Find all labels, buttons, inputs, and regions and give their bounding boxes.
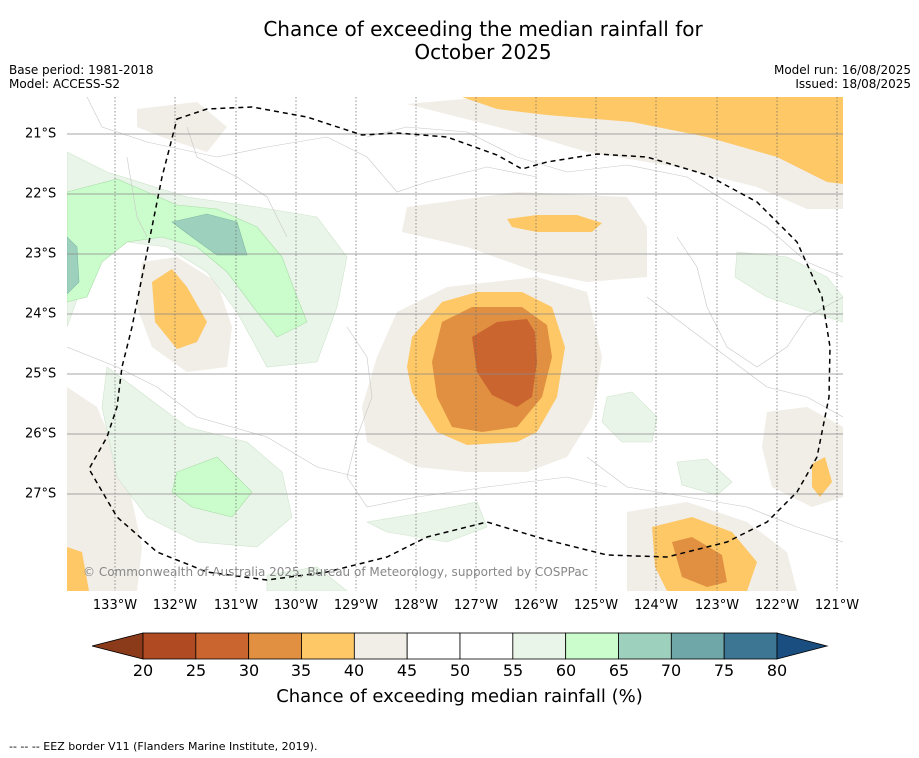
colorbar-extend-low bbox=[91, 632, 144, 660]
green-area-sw bbox=[171, 456, 253, 518]
eez-legend-note: -- -- -- EEZ border V11 (Flanders Marine… bbox=[9, 740, 318, 753]
beige-area-nw bbox=[137, 102, 227, 152]
colorbar-band bbox=[301, 632, 355, 660]
yellow-area-sw-corner bbox=[67, 547, 89, 591]
colorbar-tick: 55 bbox=[502, 661, 524, 680]
colorbar-band bbox=[195, 632, 250, 660]
colorbar-tick: 75 bbox=[713, 661, 735, 680]
lat-label: 27°S bbox=[25, 486, 57, 502]
yellow-area-west bbox=[152, 269, 207, 349]
colorbar-tick: 40 bbox=[343, 661, 365, 680]
yellow-area-east bbox=[812, 457, 832, 497]
lat-label: 21°S bbox=[25, 126, 57, 142]
light-green-area-se bbox=[676, 458, 733, 496]
lon-label: 130°W bbox=[273, 598, 319, 613]
colorbar-band bbox=[512, 632, 567, 660]
lon-label: 125°W bbox=[573, 598, 619, 613]
title-line-2: October 2025 bbox=[414, 40, 552, 64]
colorbar-tick: 60 bbox=[555, 661, 577, 680]
lat-label: 24°S bbox=[25, 306, 57, 322]
orange-area-se bbox=[672, 537, 727, 587]
lon-label: 121°W bbox=[814, 598, 860, 613]
dark-orange-area-center bbox=[472, 319, 537, 407]
colorbar-tick: 80 bbox=[766, 661, 788, 680]
model-run: Model run: 16/08/2025 bbox=[773, 63, 911, 77]
lon-label: 124°W bbox=[633, 598, 679, 613]
colorbar-tick: 35 bbox=[290, 661, 312, 680]
colorbar-band bbox=[406, 632, 461, 660]
beige-area-sw bbox=[67, 387, 142, 591]
rainfall-map bbox=[67, 97, 843, 591]
light-green-area-south bbox=[366, 501, 488, 543]
colorbar-tick: 30 bbox=[238, 661, 260, 680]
colorbar-extend-high bbox=[776, 632, 829, 660]
lon-label: 122°W bbox=[754, 598, 800, 613]
colorbar-tick: 25 bbox=[185, 661, 207, 680]
colorbar-band bbox=[670, 632, 725, 660]
issued-date: Issued: 18/08/2025 bbox=[795, 77, 911, 91]
yellow-area-upper bbox=[507, 215, 602, 232]
green-area-west bbox=[67, 178, 308, 338]
colorbar-tick: 70 bbox=[660, 661, 682, 680]
colorbar-tick: 45 bbox=[396, 661, 418, 680]
lon-label: 128°W bbox=[393, 598, 439, 613]
copyright-notice: © Commonwealth of Australia 2025, Bureau… bbox=[83, 565, 589, 579]
contour-lines bbox=[67, 97, 843, 543]
light-green-area-sw bbox=[101, 366, 293, 548]
map-title: Chance of exceeding the median rainfall … bbox=[0, 18, 919, 64]
dark-orange-areas bbox=[472, 319, 537, 407]
colorbar-band bbox=[248, 632, 302, 660]
lat-label: 25°S bbox=[25, 366, 57, 382]
colorbar bbox=[91, 632, 829, 660]
teal-area-north bbox=[171, 213, 248, 256]
teal-areas bbox=[67, 213, 248, 295]
lon-label: 123°W bbox=[694, 598, 740, 613]
eez-border bbox=[88, 106, 831, 581]
lon-label: 131°W bbox=[213, 598, 259, 613]
light-green-area-bottom bbox=[266, 566, 348, 591]
colorbar-label: Chance of exceeding median rainfall (%) bbox=[276, 686, 643, 707]
colorbar-band bbox=[459, 632, 514, 660]
left-metadata: Base period: 1981-2018 Model: ACCESS-S2 bbox=[9, 63, 154, 91]
green-areas bbox=[67, 178, 308, 518]
beige-area-upper-center bbox=[402, 192, 647, 282]
colorbar-tick: 50 bbox=[449, 661, 471, 680]
lat-label: 26°S bbox=[25, 426, 57, 442]
right-metadata: Model run: 16/08/2025 Issued: 18/08/2025 bbox=[774, 63, 911, 91]
colorbar-band bbox=[142, 632, 197, 660]
colorbar-band bbox=[723, 632, 778, 660]
teal-area-west-edge bbox=[67, 236, 80, 295]
colorbar-band bbox=[618, 632, 672, 660]
colorbar-band bbox=[353, 632, 408, 660]
lon-label: 133°W bbox=[92, 598, 138, 613]
lat-label: 22°S bbox=[25, 186, 57, 202]
lon-label: 126°W bbox=[513, 598, 559, 613]
yellow-area-north bbox=[462, 97, 843, 184]
colorbar-tick: 20 bbox=[132, 661, 154, 680]
base-period: Base period: 1981-2018 bbox=[9, 63, 154, 77]
colorbar-tick: 65 bbox=[608, 661, 630, 680]
light-green-area-east bbox=[734, 251, 843, 323]
lon-label: 129°W bbox=[333, 598, 379, 613]
latitude-lines bbox=[67, 133, 843, 495]
lon-label: 127°W bbox=[453, 598, 499, 613]
title-line-1: Chance of exceeding the median rainfall … bbox=[263, 17, 703, 41]
light-green-area-center-east bbox=[601, 391, 658, 443]
colorbar-band bbox=[565, 632, 619, 660]
lon-label: 132°W bbox=[152, 598, 198, 613]
model-name: Model: ACCESS-S2 bbox=[9, 77, 121, 91]
lat-label: 23°S bbox=[25, 246, 57, 262]
